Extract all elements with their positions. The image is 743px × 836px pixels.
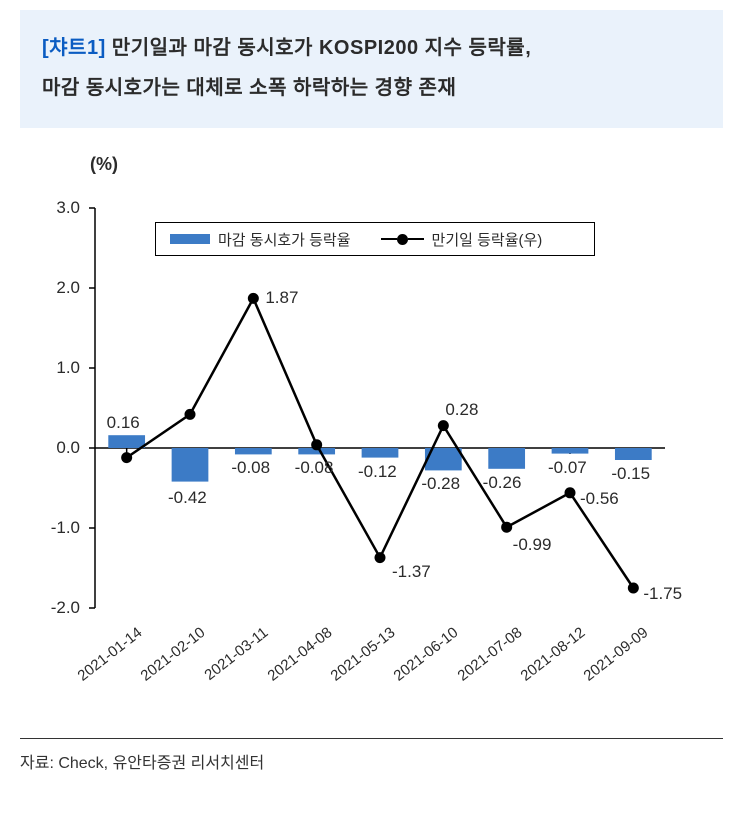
y-tick-label: 2.0: [56, 278, 80, 298]
source-footer: 자료: Check, 유안타증권 리서치센터: [20, 738, 723, 773]
bar-value-label: -0.28: [421, 474, 460, 494]
line-series: [127, 298, 634, 588]
bar: [362, 448, 399, 458]
chart-area: (%) 3.0 2.0 1.0 0.0 -1.0 -2.0 0.16 -0.42 -0.08 -…: [20, 148, 720, 708]
plot-region: 0.16 -0.42 -0.08 -0.08 -0.12 -0.28 -0.26 -0.07 -…: [95, 208, 665, 608]
bar-value-label: -0.08: [231, 458, 270, 478]
x-tick-label: 2021-09-09: [581, 624, 652, 685]
line-marker: [311, 439, 322, 450]
line-value-label: 0.28: [445, 400, 478, 420]
bar-value-label: -0.12: [358, 462, 397, 482]
legend-label-bar: 마감 동시호가 등락율: [218, 229, 351, 250]
line-marker: [628, 583, 639, 594]
line-marker: [501, 522, 512, 533]
legend-item-line: 만기일 등락율(우): [381, 229, 543, 250]
line-marker: [185, 409, 196, 420]
legend: 마감 동시호가 등락율 만기일 등락율(우): [155, 222, 595, 256]
bar-value-label: 0.16: [107, 413, 140, 433]
chart-title-line2: 마감 동시호가는 대체로 소폭 하락하는 경향 존재: [42, 77, 456, 99]
bar-value-label: -0.15: [611, 464, 650, 484]
x-tick-label: 2021-03-11: [202, 624, 272, 684]
bar-value-label: -0.42: [168, 488, 207, 508]
line-value-label: -1.75: [643, 584, 682, 604]
line-marker: [565, 487, 576, 498]
x-tick-label: 2021-05-13: [328, 624, 399, 685]
bar: [235, 448, 272, 454]
x-tick-label: 2021-06-10: [391, 624, 462, 685]
chart-title-box: [챠트1] 만기일과 마감 동시호가 KOSPI200 지수 등락률, 마감 동…: [20, 10, 723, 128]
legend-swatch-line: [381, 234, 424, 245]
legend-label-line: 만기일 등락율(우): [432, 229, 543, 250]
line-value-label: -1.37: [392, 562, 431, 582]
legend-swatch-bar: [170, 234, 210, 244]
x-tick-label: 2021-04-08: [264, 624, 335, 685]
line-marker: [375, 552, 386, 563]
x-tick-label: 2021-07-08: [454, 624, 525, 685]
y-tick-label: 1.0: [56, 358, 80, 378]
bar: [488, 448, 525, 469]
y-axis-ticks: 3.02.01.00.0-1.0-2.0: [20, 208, 90, 608]
bar-value-label: -0.08: [295, 458, 334, 478]
bar: [552, 448, 589, 454]
y-axis-unit: (%): [90, 154, 118, 175]
bar-value-label: -0.07: [548, 458, 587, 478]
x-tick-label: 2021-01-14: [74, 624, 145, 685]
x-tick-label: 2021-08-12: [518, 624, 589, 685]
line-value-label: 1.87: [265, 288, 298, 308]
chart-title-prefix: [챠트1]: [42, 37, 106, 59]
bar: [615, 448, 652, 460]
x-tick-label: 2021-02-10: [138, 624, 209, 685]
line-value-label: -0.99: [513, 535, 552, 555]
chart-title-line1: 만기일과 마감 동시호가 KOSPI200 지수 등락률,: [106, 37, 532, 59]
line-marker: [121, 452, 132, 463]
y-tick-label: -2.0: [51, 598, 80, 618]
y-tick-label: -1.0: [51, 518, 80, 538]
line-marker: [438, 420, 449, 431]
y-tick-label: 0.0: [56, 438, 80, 458]
bar-value-label: -0.26: [483, 473, 522, 493]
line-marker: [248, 293, 259, 304]
legend-item-bar: 마감 동시호가 등락율: [170, 229, 351, 250]
x-axis-ticks: 2021-01-142021-02-102021-03-112021-04-08…: [95, 616, 665, 706]
container: [챠트1] 만기일과 마감 동시호가 KOSPI200 지수 등락률, 마감 동…: [0, 0, 743, 836]
bar: [108, 435, 145, 448]
line-value-label: -0.56: [580, 489, 619, 509]
bar: [172, 448, 209, 482]
y-tick-label: 3.0: [56, 198, 80, 218]
